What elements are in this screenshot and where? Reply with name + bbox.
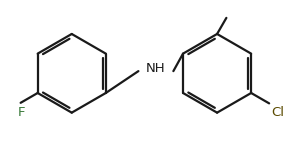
Text: Cl: Cl xyxy=(271,106,284,119)
Text: F: F xyxy=(18,106,26,119)
Text: NH: NH xyxy=(146,63,166,76)
